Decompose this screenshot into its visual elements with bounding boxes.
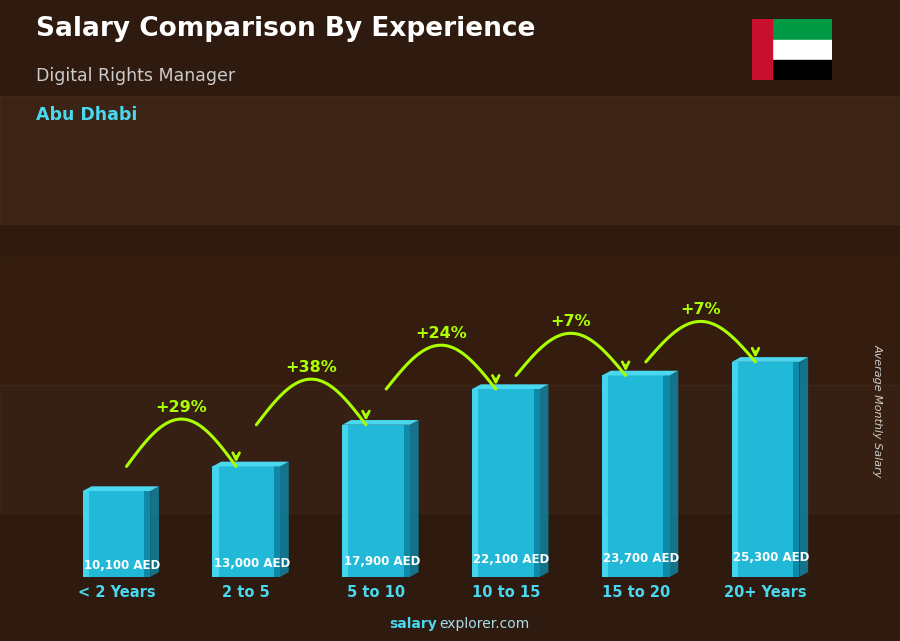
Bar [0, 96, 900, 224]
Bar [793, 362, 799, 577]
Bar [663, 376, 670, 577]
Text: +7%: +7% [551, 314, 591, 329]
Text: +24%: +24% [415, 326, 467, 341]
Text: Abu Dhabi: Abu Dhabi [36, 106, 138, 124]
Bar [212, 467, 280, 577]
Bar [83, 491, 89, 577]
Polygon shape [212, 462, 289, 467]
Text: Digital Rights Manager: Digital Rights Manager [36, 67, 235, 85]
Bar [602, 376, 608, 577]
Bar [752, 19, 772, 80]
Bar [602, 376, 670, 577]
Polygon shape [670, 370, 679, 577]
Text: salary: salary [389, 617, 436, 631]
Bar [83, 491, 150, 577]
Bar [274, 467, 280, 577]
Bar [732, 362, 799, 577]
Text: 22,100 AED: 22,100 AED [473, 553, 550, 565]
Polygon shape [280, 462, 289, 577]
Polygon shape [342, 420, 418, 425]
Bar [472, 389, 540, 577]
Bar [534, 389, 540, 577]
Polygon shape [540, 385, 548, 577]
Text: 23,700 AED: 23,700 AED [603, 552, 680, 565]
Polygon shape [799, 357, 808, 577]
Text: 17,900 AED: 17,900 AED [344, 554, 420, 568]
Text: 13,000 AED: 13,000 AED [214, 557, 290, 570]
Bar [342, 425, 348, 577]
Polygon shape [410, 420, 418, 577]
Bar [342, 425, 410, 577]
Bar [144, 491, 150, 577]
Text: explorer.com: explorer.com [439, 617, 529, 631]
Bar [472, 389, 478, 577]
Text: +7%: +7% [680, 302, 721, 317]
Text: +38%: +38% [285, 360, 337, 375]
Text: Average Monthly Salary: Average Monthly Salary [872, 344, 883, 477]
Bar [0, 385, 900, 513]
Polygon shape [472, 385, 548, 389]
Bar [772, 40, 832, 60]
Polygon shape [150, 487, 159, 577]
Bar [404, 425, 410, 577]
Polygon shape [602, 370, 679, 376]
Bar [0, 256, 900, 385]
Polygon shape [83, 487, 159, 491]
Bar [772, 60, 832, 80]
Bar [212, 467, 219, 577]
Bar [772, 19, 832, 40]
Text: 10,100 AED: 10,100 AED [84, 559, 160, 572]
Bar [732, 362, 738, 577]
Text: Salary Comparison By Experience: Salary Comparison By Experience [36, 16, 536, 42]
Polygon shape [732, 357, 808, 362]
Text: +29%: +29% [156, 400, 207, 415]
Text: 25,300 AED: 25,300 AED [734, 551, 809, 564]
